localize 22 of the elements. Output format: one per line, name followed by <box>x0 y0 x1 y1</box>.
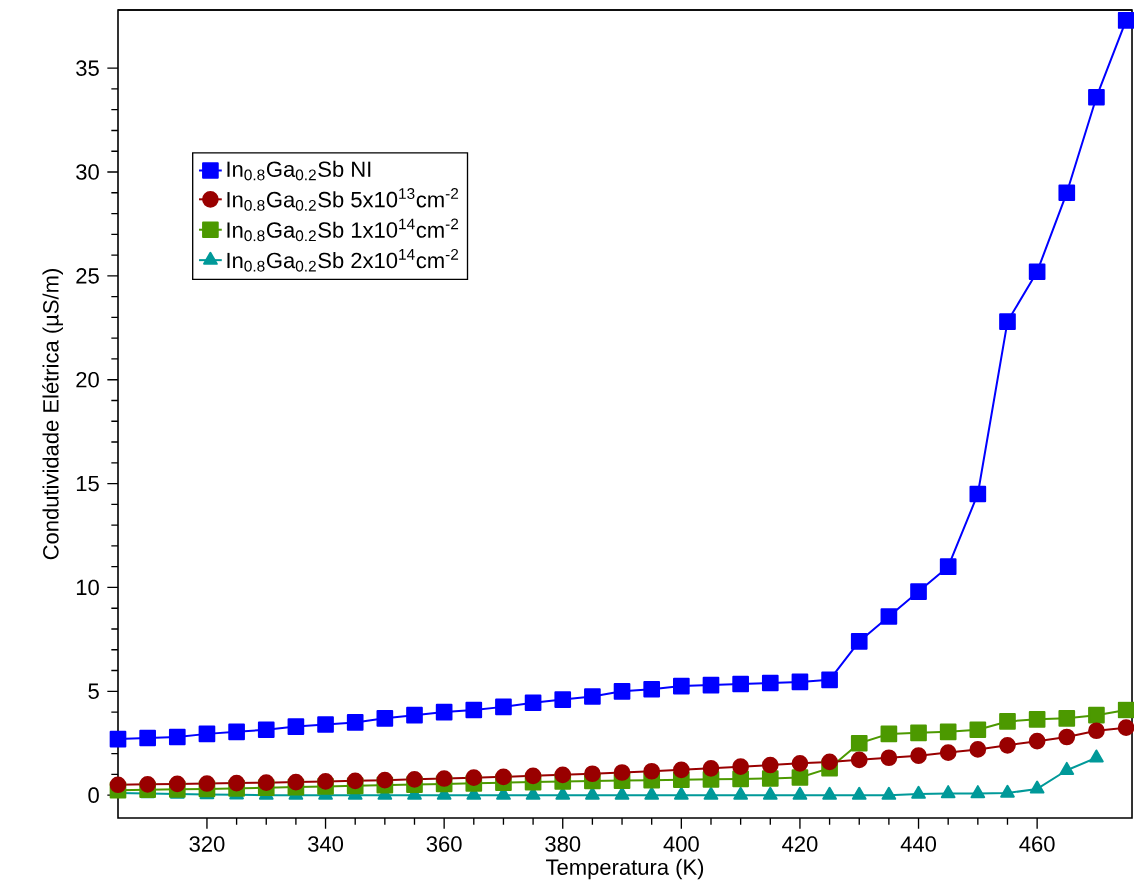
y-tick-label: 10 <box>76 579 99 596</box>
y-tick-label: 0 <box>88 787 99 803</box>
y-tick-label: 5 <box>88 683 99 699</box>
x-tick-label: 340 <box>308 836 344 852</box>
legend-label: In$_{0.8}$Ga$_{0.2}$Sb 2x10$^{14}$cm$^{-2}$ <box>227 248 459 272</box>
y-tick-label: 30 <box>76 164 99 180</box>
x-tick-label: 460 <box>1019 836 1055 852</box>
y-tick-label: 20 <box>76 371 99 388</box>
x-axis-title: Temperatura (K) <box>546 858 704 880</box>
y-tick-label: 35 <box>76 60 99 76</box>
x-tick-label: 380 <box>545 836 581 852</box>
x-tick-label: 360 <box>426 836 462 852</box>
y-tick-label: 25 <box>76 268 99 284</box>
x-tick-label: 420 <box>782 836 818 852</box>
legend-label: In$_{0.8}$Ga$_{0.2}$Sb 5x10$^{13}$cm$^{-2}$ <box>227 188 459 211</box>
y-tick-label: 15 <box>76 475 99 492</box>
y-axis-title: Condutividade Elétrica (µS/m) <box>42 269 63 560</box>
x-tick-label: 440 <box>900 836 937 852</box>
x-tick-label: 400 <box>663 836 699 852</box>
x-tick-label: 320 <box>189 836 225 852</box>
legend-label: In$_{0.8}$Ga$_{0.2}$Sb 1x10$^{14}$cm$^{-2}$ <box>227 218 459 242</box>
legend-label: In$_{0.8}$Ga$_{0.2}$Sb NI <box>227 160 371 181</box>
